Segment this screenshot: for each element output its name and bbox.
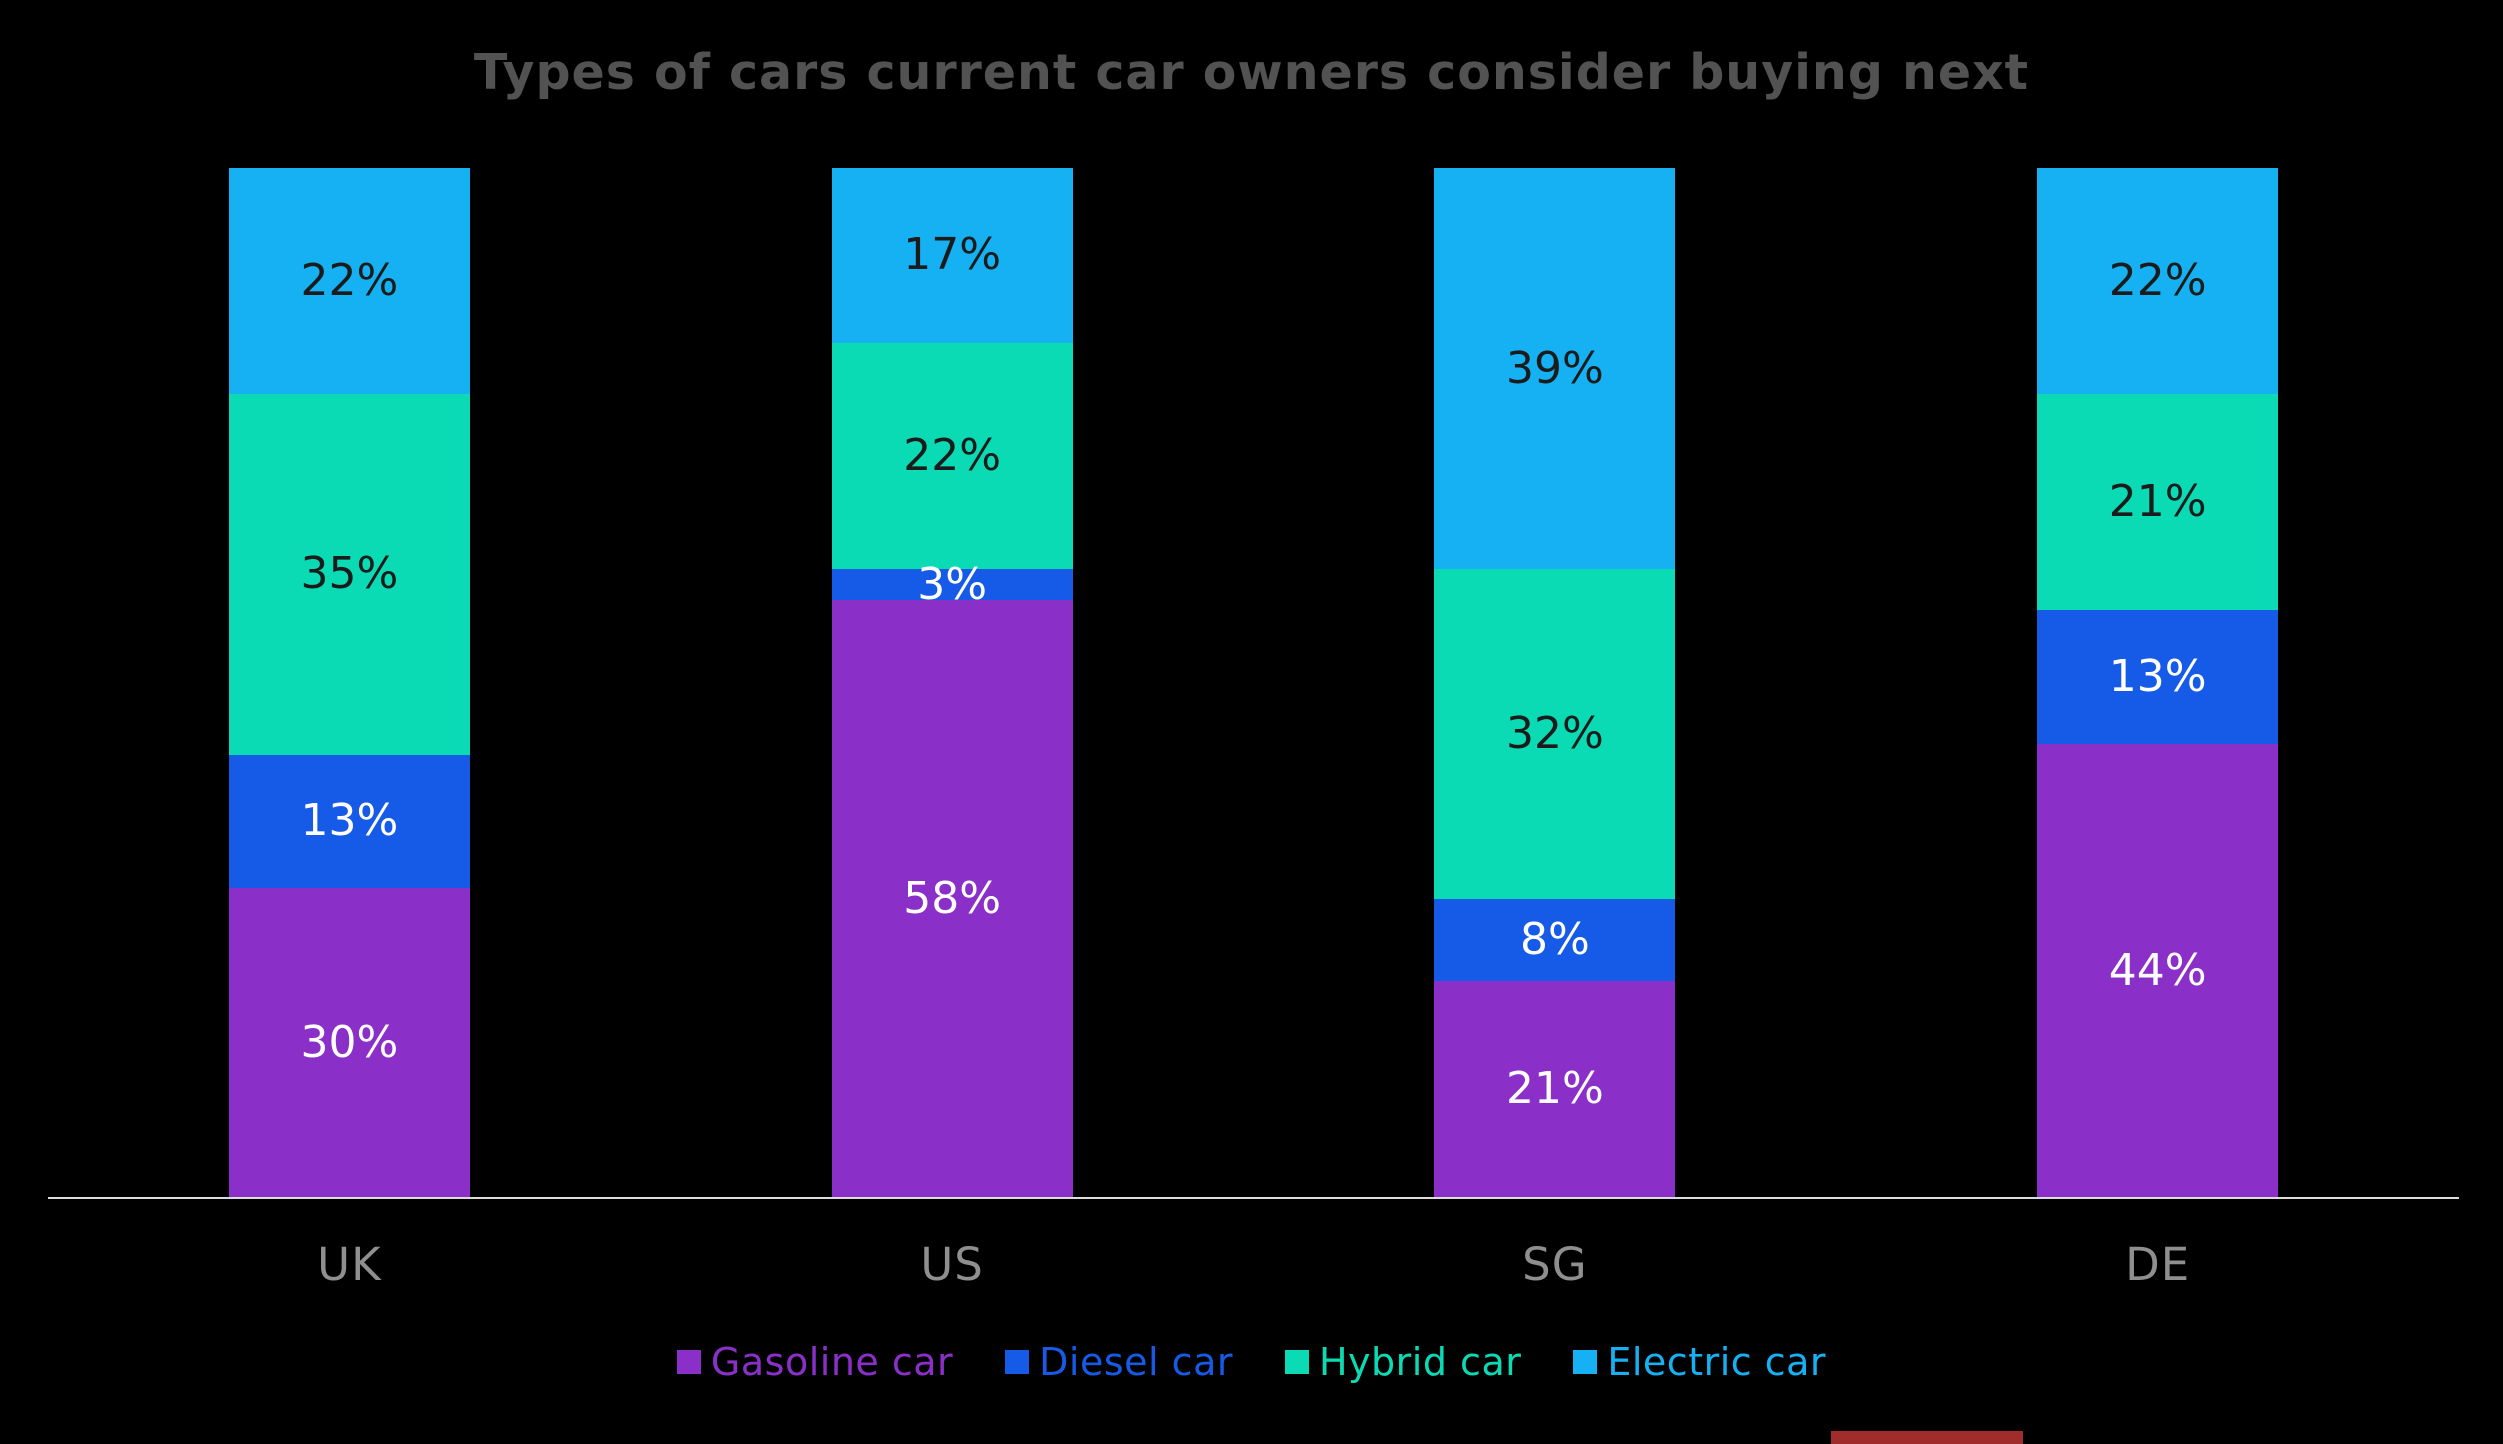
segment-value-label: 21%: [1505, 1062, 1604, 1114]
legend-label-diesel-car: Diesel car: [1039, 1340, 1233, 1384]
stacked-bar-de: 44% 13% 21% 22%: [2037, 168, 2279, 1197]
segment-value-label: 8%: [1519, 913, 1590, 965]
plot-area: 30% 13% 35% 22% 58% 3% 22% 17% 21% 8% 32% 39% 44% 13%…: [48, 168, 2459, 1199]
bottom-red-strip: [1831, 1431, 2023, 1444]
legend-item-electric-car: Electric car: [1573, 1340, 1826, 1384]
bar-columns: 30% 13% 35% 22% 58% 3% 22% 17% 21% 8% 32% 39% 44% 13%…: [48, 168, 2459, 1197]
column-sg: 21% 8% 32% 39%: [1254, 168, 1857, 1197]
chart-title: Types of cars current car owners conside…: [473, 44, 2030, 101]
segment-value-label: 30%: [300, 1016, 399, 1068]
segment-value-label: 39%: [1505, 342, 1604, 394]
segment-electric-car: 22%: [2037, 168, 2279, 395]
segment-value-label: 44%: [2108, 944, 2207, 996]
segment-hybrid-car: 32%: [1434, 569, 1676, 899]
segment-value-label: 3%: [917, 558, 988, 610]
segment-diesel-car: 13%: [228, 754, 470, 889]
segment-hybrid-car: 22%: [831, 342, 1073, 570]
segment-hybrid-car: 21%: [2037, 394, 2279, 611]
segment-value-label: 22%: [2108, 255, 2207, 307]
segment-value-label: 58%: [903, 872, 1002, 924]
x-axis-line: [48, 1197, 2459, 1199]
segment-electric-car: 17%: [831, 168, 1073, 343]
stacked-bar-sg: 21% 8% 32% 39%: [1434, 168, 1676, 1197]
legend-item-hybrid-car: Hybrid car: [1284, 1340, 1522, 1384]
segment-value-label: 17%: [903, 229, 1002, 281]
legend-swatch-electric-car: [1573, 1350, 1598, 1374]
legend-swatch-gasoline-car: [676, 1350, 701, 1374]
category-label-uk: UK: [317, 1238, 382, 1291]
segment-diesel-car: 13%: [2037, 610, 2279, 745]
segment-value-label: 22%: [300, 255, 399, 307]
segment-value-label: 21%: [2108, 476, 2207, 528]
category-label-de: DE: [2125, 1238, 2191, 1291]
segment-gasoline-car: 58%: [831, 600, 1073, 1197]
segment-gasoline-car: 44%: [2037, 744, 2279, 1197]
column-us: 58% 3% 22% 17%: [651, 168, 1254, 1197]
stacked-bar-us: 58% 3% 22% 17%: [831, 168, 1073, 1197]
category-label-sg: SG: [1522, 1238, 1588, 1291]
legend-item-gasoline-car: Gasoline car: [676, 1340, 954, 1384]
segment-value-label: 22%: [903, 430, 1002, 482]
category-axis-labels: UK US SG DE: [48, 1238, 2459, 1291]
category-label-us: US: [920, 1238, 984, 1291]
segment-value-label: 35%: [300, 548, 399, 600]
segment-gasoline-car: 30%: [228, 888, 470, 1197]
legend-swatch-diesel-car: [1005, 1350, 1030, 1374]
segment-diesel-car: 8%: [1434, 898, 1676, 981]
segment-value-label: 32%: [1505, 707, 1604, 759]
segment-value-label: 13%: [300, 795, 399, 847]
column-uk: 30% 13% 35% 22%: [48, 168, 651, 1197]
stacked-bar-uk: 30% 13% 35% 22%: [228, 168, 470, 1197]
segment-hybrid-car: 35%: [228, 394, 470, 755]
legend-label-gasoline-car: Gasoline car: [710, 1340, 954, 1384]
segment-value-label: 13%: [2108, 651, 2207, 703]
segment-electric-car: 22%: [228, 168, 470, 395]
segment-electric-car: 39%: [1434, 168, 1676, 570]
segment-gasoline-car: 21%: [1434, 980, 1676, 1197]
legend-item-diesel-car: Diesel car: [1005, 1340, 1233, 1384]
legend: Gasoline car Diesel car Hybrid car Electric…: [0, 1340, 2503, 1384]
legend-swatch-hybrid-car: [1284, 1350, 1309, 1374]
legend-label-hybrid-car: Hybrid car: [1318, 1340, 1522, 1384]
segment-diesel-car: 3%: [831, 562, 1073, 606]
column-de: 44% 13% 21% 22%: [1856, 168, 2459, 1197]
legend-label-electric-car: Electric car: [1607, 1340, 1827, 1384]
